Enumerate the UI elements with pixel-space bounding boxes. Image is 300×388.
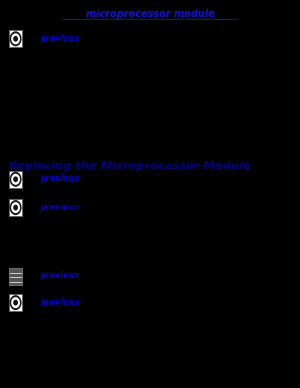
Text: previous: previous xyxy=(40,203,80,212)
FancyBboxPatch shape xyxy=(9,199,22,216)
Circle shape xyxy=(12,203,19,212)
Text: previous: previous xyxy=(40,298,80,307)
Circle shape xyxy=(12,175,19,184)
Circle shape xyxy=(10,296,21,310)
Text: previous: previous xyxy=(40,271,80,281)
FancyBboxPatch shape xyxy=(9,171,22,188)
Circle shape xyxy=(14,36,17,41)
Circle shape xyxy=(12,298,19,307)
Text: previous: previous xyxy=(40,174,80,184)
Circle shape xyxy=(10,201,21,215)
Text: microprocessor module: microprocessor module xyxy=(85,9,214,19)
FancyBboxPatch shape xyxy=(9,294,22,311)
Circle shape xyxy=(14,300,17,305)
Text: previous: previous xyxy=(40,34,80,43)
Circle shape xyxy=(10,32,21,46)
Circle shape xyxy=(14,177,17,182)
Circle shape xyxy=(12,34,19,43)
FancyBboxPatch shape xyxy=(9,268,22,285)
Text: Replacing the Microprocessor Module: Replacing the Microprocessor Module xyxy=(9,161,250,171)
Circle shape xyxy=(10,172,21,186)
FancyBboxPatch shape xyxy=(9,30,22,47)
Circle shape xyxy=(14,205,17,210)
